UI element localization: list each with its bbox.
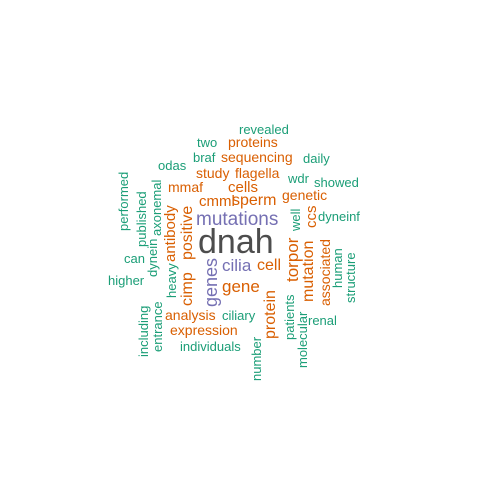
word-ciliary: ciliary	[222, 308, 256, 323]
word-individuals: individuals	[180, 339, 241, 354]
word-genes: genes	[201, 257, 221, 307]
word-study: study	[196, 165, 230, 181]
word-number: number	[249, 336, 264, 381]
word-sequencing: sequencing	[221, 149, 293, 165]
word-braf: braf	[193, 150, 216, 165]
word-dnah: dnah	[198, 223, 274, 261]
word-well: well	[288, 208, 303, 231]
word-showed: showed	[314, 175, 359, 190]
word-cilia: cilia	[222, 256, 252, 275]
word-cimp: cimp	[179, 272, 196, 306]
word-revealed: revealed	[239, 122, 289, 137]
word-cmml: cmml	[199, 193, 235, 210]
word-heavy: heavy	[164, 263, 179, 298]
word-protein: protein	[262, 290, 279, 339]
word-mutation: mutation	[300, 240, 317, 302]
word-dyneinf: dyneinf	[318, 209, 360, 224]
word-cell: cell	[257, 257, 282, 274]
word-odas: odas	[158, 158, 187, 173]
word-performed: performed	[116, 171, 131, 231]
word-mmaf: mmaf	[168, 179, 203, 195]
word-expression: expression	[170, 322, 238, 338]
word-proteins: proteins	[228, 134, 278, 150]
word-including: including	[136, 305, 151, 357]
word-gene: gene	[222, 277, 260, 296]
word-genetic: genetic	[282, 187, 328, 203]
word-axonemal: axonemal	[149, 179, 164, 236]
word-entrance: entrance	[150, 301, 165, 352]
word-daily: daily	[303, 151, 330, 166]
word-ccs: ccs	[303, 205, 320, 229]
word-higher: higher	[108, 273, 145, 288]
word-antibody: antibody	[162, 205, 179, 262]
word-two: two	[197, 135, 218, 150]
word-dynein: dynein	[145, 238, 160, 277]
word-can: can	[124, 251, 145, 266]
word-torpor: torpor	[283, 237, 302, 282]
word-analysis: analysis	[165, 307, 216, 323]
word-flagella: flagella	[235, 165, 280, 181]
word-cells: cells	[228, 179, 259, 196]
word-structure: structure	[343, 252, 358, 303]
word-sperm: sperm	[232, 192, 277, 209]
word-positive: positive	[179, 205, 196, 260]
word-renal: renal	[308, 313, 337, 328]
word-wdr: wdr	[288, 171, 309, 186]
word-mutations: mutations	[196, 209, 279, 230]
